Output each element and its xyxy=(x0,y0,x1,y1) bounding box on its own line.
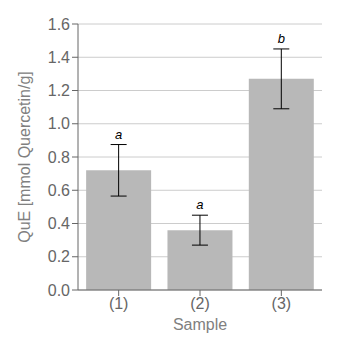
svg-text:0.6: 0.6 xyxy=(48,182,70,199)
svg-text:(2): (2) xyxy=(190,295,210,312)
svg-text:1.4: 1.4 xyxy=(48,49,70,66)
svg-text:0.0: 0.0 xyxy=(48,282,70,299)
svg-text:QuE [mmol Quercetin/g]: QuE [mmol Quercetin/g] xyxy=(16,71,33,243)
svg-text:0.8: 0.8 xyxy=(48,149,70,166)
svg-text:(3): (3) xyxy=(272,295,292,312)
svg-text:1.2: 1.2 xyxy=(48,82,70,99)
svg-text:b: b xyxy=(278,31,285,46)
svg-text:a: a xyxy=(115,127,122,142)
svg-text:0.4: 0.4 xyxy=(48,215,70,232)
svg-text:1.6: 1.6 xyxy=(48,16,70,33)
svg-text:(1): (1) xyxy=(109,295,129,312)
svg-text:a: a xyxy=(196,197,203,212)
svg-text:0.2: 0.2 xyxy=(48,248,70,265)
svg-text:1.0: 1.0 xyxy=(48,115,70,132)
svg-text:Sample: Sample xyxy=(173,316,227,333)
